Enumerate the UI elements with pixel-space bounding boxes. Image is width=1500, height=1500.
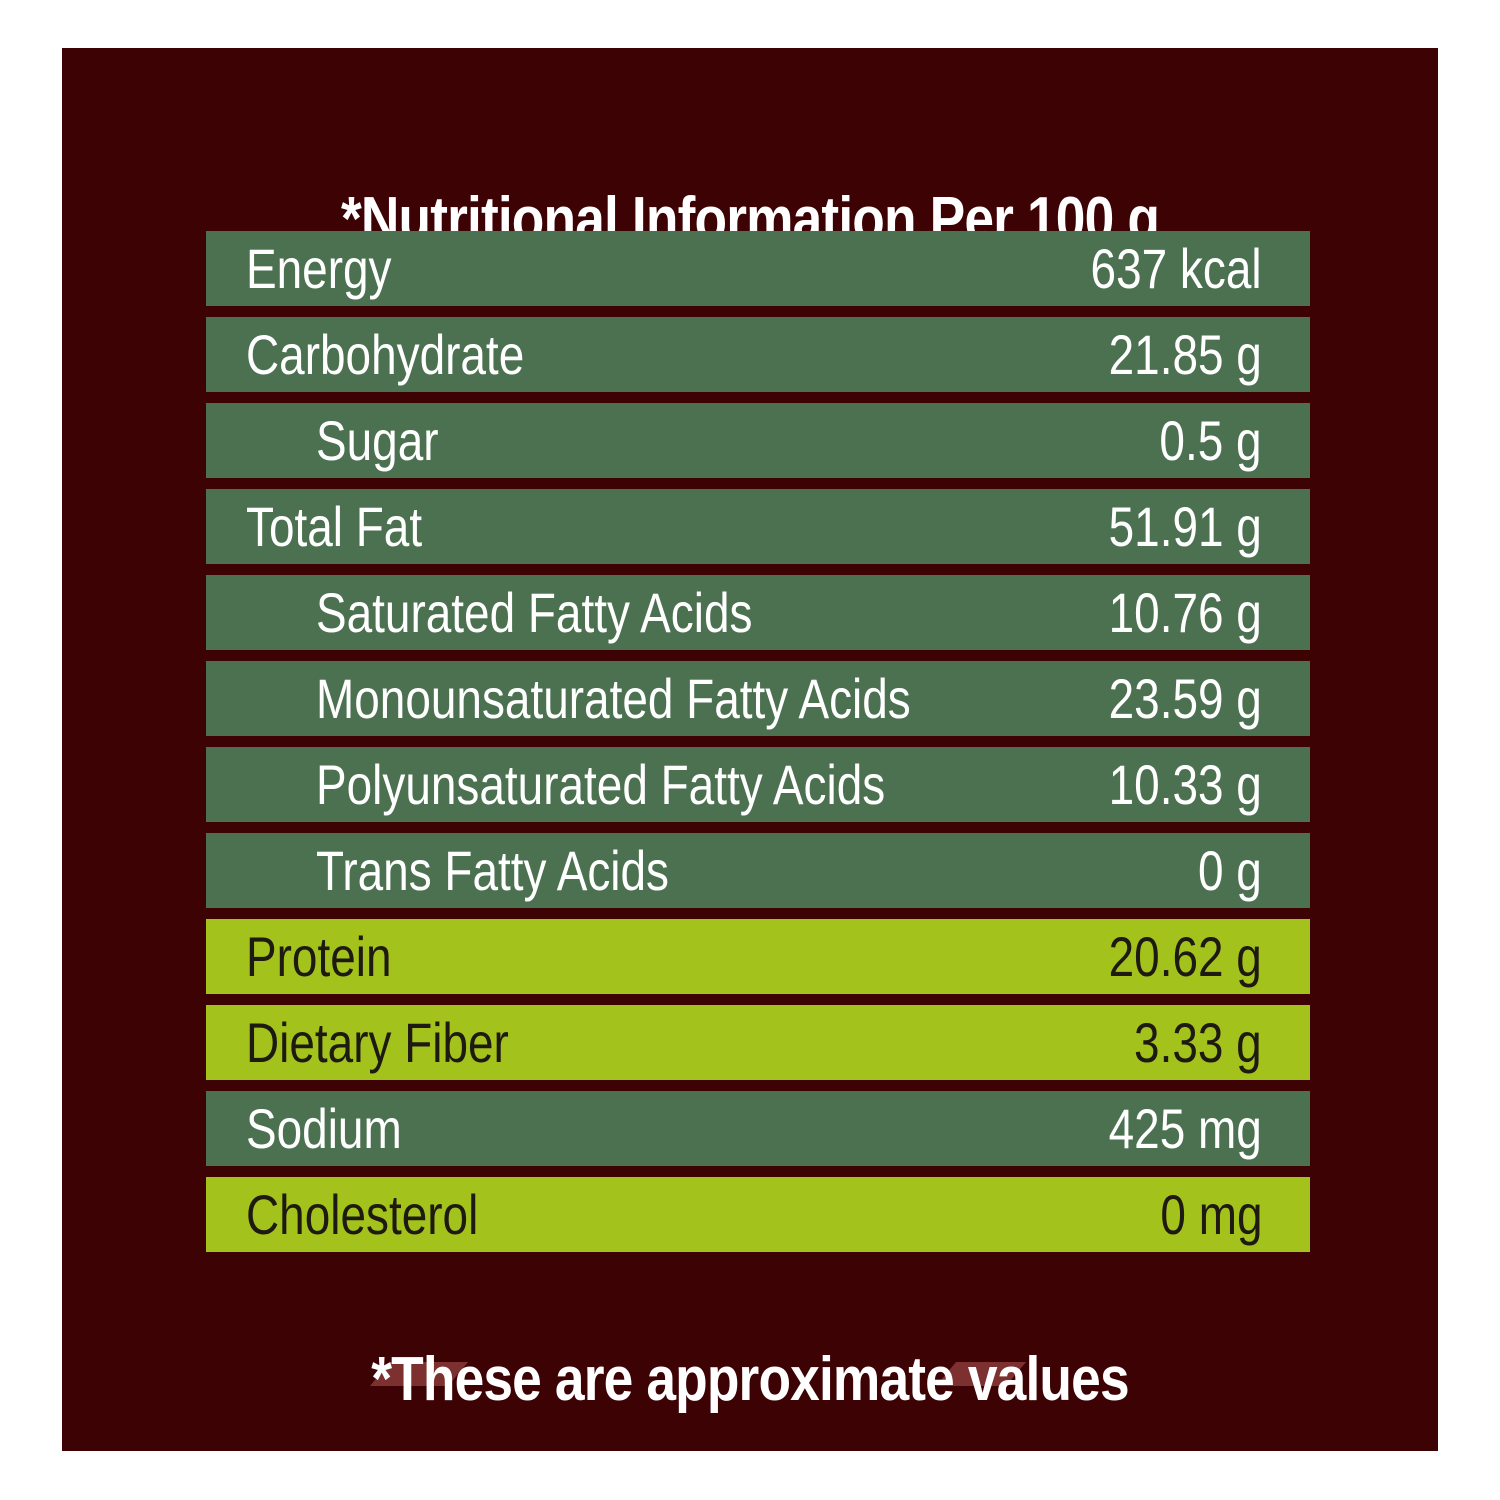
row-monounsaturated-fatty-acids: Monounsaturated Fatty Acids 23.59 g: [206, 661, 1310, 736]
row-total-fat: Total Fat 51.91 g: [206, 489, 1310, 564]
row-protein: Protein 20.62 g: [206, 919, 1310, 994]
row-saturated-fatty-acids: Saturated Fatty Acids 10.76 g: [206, 575, 1310, 650]
nutrition-panel: *Nutritional Information Per 100 g Energ…: [62, 48, 1438, 1451]
row-energy: Energy 637 kcal: [206, 231, 1310, 306]
row-label: Energy: [246, 237, 392, 300]
row-label: Monounsaturated Fatty Acids: [316, 667, 911, 730]
row-cholesterol: Cholesterol 0 mg: [206, 1177, 1310, 1252]
row-polyunsaturated-fatty-acids: Polyunsaturated Fatty Acids 10.33 g: [206, 747, 1310, 822]
row-label: Cholesterol: [246, 1183, 479, 1246]
row-label: Saturated Fatty Acids: [316, 581, 753, 644]
row-value: 21.85 g: [1108, 323, 1262, 386]
row-value: 0 mg: [1159, 1183, 1262, 1246]
row-sodium: Sodium 425 mg: [206, 1091, 1310, 1166]
nutrition-table: Energy 637 kcal Carbohydrate 21.85 g Sug…: [206, 231, 1310, 1263]
row-value: 425 mg: [1108, 1097, 1262, 1160]
row-value: 0.5 g: [1159, 409, 1262, 472]
row-label: Carbohydrate: [246, 323, 525, 386]
row-value: 3.33 g: [1134, 1011, 1262, 1074]
row-label: Sugar: [316, 409, 439, 472]
row-trans-fatty-acids: Trans Fatty Acids 0 g: [206, 833, 1310, 908]
row-dietary-fiber: Dietary Fiber 3.33 g: [206, 1005, 1310, 1080]
row-value: 51.91 g: [1108, 495, 1262, 558]
row-carbohydrate: Carbohydrate 21.85 g: [206, 317, 1310, 392]
row-value: 10.76 g: [1108, 581, 1262, 644]
row-label: Total Fat: [246, 495, 423, 558]
row-value: 23.59 g: [1108, 667, 1262, 730]
row-sugar: Sugar 0.5 g: [206, 403, 1310, 478]
row-label: Polyunsaturated Fatty Acids: [316, 753, 886, 816]
row-label: Protein: [246, 925, 392, 988]
row-label: Sodium: [246, 1097, 402, 1160]
row-value: 637 kcal: [1090, 237, 1262, 300]
row-value: 10.33 g: [1108, 753, 1262, 816]
row-value: 0 g: [1198, 839, 1262, 902]
row-label: Dietary Fiber: [246, 1011, 509, 1074]
row-value: 20.62 g: [1108, 925, 1262, 988]
footnote: *These are approximate values: [371, 1345, 1129, 1414]
row-label: Trans Fatty Acids: [316, 839, 670, 902]
